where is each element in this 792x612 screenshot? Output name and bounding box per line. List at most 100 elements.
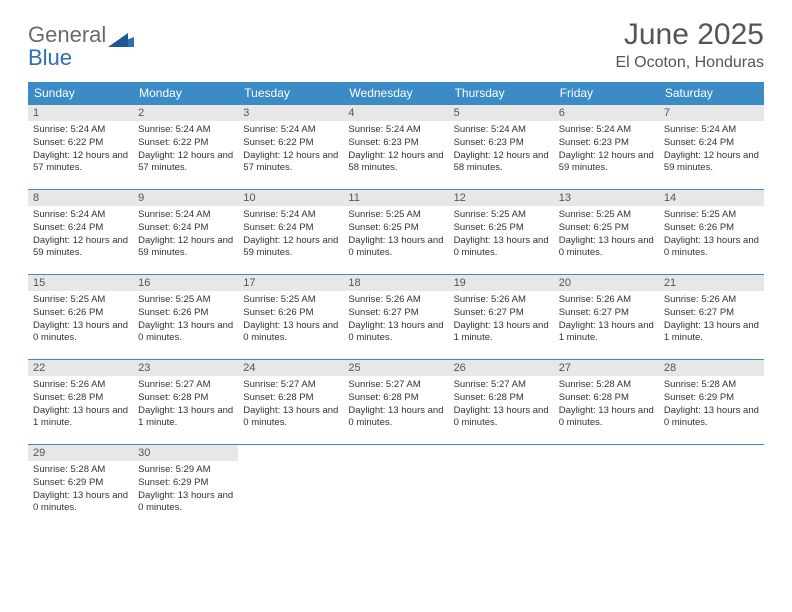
day-cell: 6Sunrise: 5:24 AMSunset: 6:23 PMDaylight… <box>554 105 659 190</box>
day-number: 8 <box>28 190 133 206</box>
day-cell: 22Sunrise: 5:26 AMSunset: 6:28 PMDayligh… <box>28 360 133 445</box>
day-cell: 7Sunrise: 5:24 AMSunset: 6:24 PMDaylight… <box>659 105 764 190</box>
day-body: Sunrise: 5:25 AMSunset: 6:26 PMDaylight:… <box>28 291 133 349</box>
day-cell: 12Sunrise: 5:25 AMSunset: 6:25 PMDayligh… <box>449 190 554 275</box>
day-body: Sunrise: 5:28 AMSunset: 6:28 PMDaylight:… <box>554 376 659 434</box>
week-row: 22Sunrise: 5:26 AMSunset: 6:28 PMDayligh… <box>28 360 764 445</box>
day-body: Sunrise: 5:24 AMSunset: 6:24 PMDaylight:… <box>238 206 343 264</box>
day-number: 12 <box>449 190 554 206</box>
brand-text-2: Blue <box>28 45 72 70</box>
day-body: Sunrise: 5:27 AMSunset: 6:28 PMDaylight:… <box>343 376 448 434</box>
week-row: 8Sunrise: 5:24 AMSunset: 6:24 PMDaylight… <box>28 190 764 275</box>
day-number: 29 <box>28 445 133 461</box>
day-body: Sunrise: 5:26 AMSunset: 6:28 PMDaylight:… <box>28 376 133 434</box>
day-body: Sunrise: 5:27 AMSunset: 6:28 PMDaylight:… <box>238 376 343 434</box>
weekday-header: Sunday <box>28 82 133 105</box>
day-number: 1 <box>28 105 133 121</box>
weekday-header: Friday <box>554 82 659 105</box>
day-number: 24 <box>238 360 343 376</box>
day-body: Sunrise: 5:24 AMSunset: 6:23 PMDaylight:… <box>554 121 659 179</box>
day-number: 26 <box>449 360 554 376</box>
day-number: 5 <box>449 105 554 121</box>
day-cell: 25Sunrise: 5:27 AMSunset: 6:28 PMDayligh… <box>343 360 448 445</box>
day-number: 6 <box>554 105 659 121</box>
day-cell: 20Sunrise: 5:26 AMSunset: 6:27 PMDayligh… <box>554 275 659 360</box>
day-body: Sunrise: 5:27 AMSunset: 6:28 PMDaylight:… <box>449 376 554 434</box>
day-number: 27 <box>554 360 659 376</box>
day-body: Sunrise: 5:24 AMSunset: 6:24 PMDaylight:… <box>28 206 133 264</box>
day-body: Sunrise: 5:24 AMSunset: 6:22 PMDaylight:… <box>133 121 238 179</box>
day-body: Sunrise: 5:28 AMSunset: 6:29 PMDaylight:… <box>28 461 133 519</box>
day-number: 25 <box>343 360 448 376</box>
day-number: 9 <box>133 190 238 206</box>
day-cell: 4Sunrise: 5:24 AMSunset: 6:23 PMDaylight… <box>343 105 448 190</box>
location: El Ocoton, Honduras <box>615 54 764 72</box>
day-cell: 11Sunrise: 5:25 AMSunset: 6:25 PMDayligh… <box>343 190 448 275</box>
day-cell: 28Sunrise: 5:28 AMSunset: 6:29 PMDayligh… <box>659 360 764 445</box>
day-body: Sunrise: 5:26 AMSunset: 6:27 PMDaylight:… <box>659 291 764 349</box>
day-cell: 23Sunrise: 5:27 AMSunset: 6:28 PMDayligh… <box>133 360 238 445</box>
day-body: Sunrise: 5:25 AMSunset: 6:25 PMDaylight:… <box>449 206 554 264</box>
day-body: Sunrise: 5:24 AMSunset: 6:22 PMDaylight:… <box>28 121 133 179</box>
day-number: 3 <box>238 105 343 121</box>
week-row: 1Sunrise: 5:24 AMSunset: 6:22 PMDaylight… <box>28 105 764 190</box>
day-body: Sunrise: 5:25 AMSunset: 6:25 PMDaylight:… <box>343 206 448 264</box>
day-cell: 5Sunrise: 5:24 AMSunset: 6:23 PMDaylight… <box>449 105 554 190</box>
day-number: 22 <box>28 360 133 376</box>
day-cell: 9Sunrise: 5:24 AMSunset: 6:24 PMDaylight… <box>133 190 238 275</box>
day-body: Sunrise: 5:28 AMSunset: 6:29 PMDaylight:… <box>659 376 764 434</box>
day-body: Sunrise: 5:25 AMSunset: 6:26 PMDaylight:… <box>238 291 343 349</box>
day-number: 2 <box>133 105 238 121</box>
day-cell: 21Sunrise: 5:26 AMSunset: 6:27 PMDayligh… <box>659 275 764 360</box>
day-cell: 24Sunrise: 5:27 AMSunset: 6:28 PMDayligh… <box>238 360 343 445</box>
day-cell: 18Sunrise: 5:26 AMSunset: 6:27 PMDayligh… <box>343 275 448 360</box>
day-body: Sunrise: 5:26 AMSunset: 6:27 PMDaylight:… <box>554 291 659 349</box>
day-cell: 26Sunrise: 5:27 AMSunset: 6:28 PMDayligh… <box>449 360 554 445</box>
weekday-header: Thursday <box>449 82 554 105</box>
day-number: 23 <box>133 360 238 376</box>
day-body: Sunrise: 5:26 AMSunset: 6:27 PMDaylight:… <box>343 291 448 349</box>
brand-logo: General Blue <box>28 24 134 70</box>
day-body: Sunrise: 5:26 AMSunset: 6:27 PMDaylight:… <box>449 291 554 349</box>
week-row: 29Sunrise: 5:28 AMSunset: 6:29 PMDayligh… <box>28 445 764 530</box>
day-body: Sunrise: 5:24 AMSunset: 6:24 PMDaylight:… <box>659 121 764 179</box>
day-number: 18 <box>343 275 448 291</box>
title-block: June 2025 El Ocoton, Honduras <box>615 18 764 72</box>
calendar-table: SundayMondayTuesdayWednesdayThursdayFrid… <box>28 82 764 529</box>
weekday-header: Monday <box>133 82 238 105</box>
day-body: Sunrise: 5:29 AMSunset: 6:29 PMDaylight:… <box>133 461 238 519</box>
day-cell: 29Sunrise: 5:28 AMSunset: 6:29 PMDayligh… <box>28 445 133 530</box>
day-number: 7 <box>659 105 764 121</box>
day-cell: 16Sunrise: 5:25 AMSunset: 6:26 PMDayligh… <box>133 275 238 360</box>
day-cell <box>449 445 554 530</box>
month-title: June 2025 <box>615 18 764 52</box>
day-cell: 3Sunrise: 5:24 AMSunset: 6:22 PMDaylight… <box>238 105 343 190</box>
day-cell <box>659 445 764 530</box>
header: General Blue June 2025 El Ocoton, Hondur… <box>28 18 764 72</box>
day-body: Sunrise: 5:24 AMSunset: 6:24 PMDaylight:… <box>133 206 238 264</box>
day-number: 11 <box>343 190 448 206</box>
day-number: 16 <box>133 275 238 291</box>
day-number: 21 <box>659 275 764 291</box>
day-cell: 10Sunrise: 5:24 AMSunset: 6:24 PMDayligh… <box>238 190 343 275</box>
flag-icon <box>108 29 134 52</box>
day-number: 10 <box>238 190 343 206</box>
day-cell: 30Sunrise: 5:29 AMSunset: 6:29 PMDayligh… <box>133 445 238 530</box>
week-row: 15Sunrise: 5:25 AMSunset: 6:26 PMDayligh… <box>28 275 764 360</box>
day-body: Sunrise: 5:24 AMSunset: 6:23 PMDaylight:… <box>343 121 448 179</box>
day-body: Sunrise: 5:25 AMSunset: 6:26 PMDaylight:… <box>133 291 238 349</box>
day-cell: 14Sunrise: 5:25 AMSunset: 6:26 PMDayligh… <box>659 190 764 275</box>
day-cell <box>238 445 343 530</box>
day-number: 19 <box>449 275 554 291</box>
day-body: Sunrise: 5:25 AMSunset: 6:26 PMDaylight:… <box>659 206 764 264</box>
day-body: Sunrise: 5:27 AMSunset: 6:28 PMDaylight:… <box>133 376 238 434</box>
day-cell: 15Sunrise: 5:25 AMSunset: 6:26 PMDayligh… <box>28 275 133 360</box>
calendar-page: General Blue June 2025 El Ocoton, Hondur… <box>0 0 792 547</box>
day-cell: 27Sunrise: 5:28 AMSunset: 6:28 PMDayligh… <box>554 360 659 445</box>
day-number: 20 <box>554 275 659 291</box>
weekday-header: Tuesday <box>238 82 343 105</box>
day-cell: 13Sunrise: 5:25 AMSunset: 6:25 PMDayligh… <box>554 190 659 275</box>
weekday-header-row: SundayMondayTuesdayWednesdayThursdayFrid… <box>28 82 764 105</box>
day-cell: 19Sunrise: 5:26 AMSunset: 6:27 PMDayligh… <box>449 275 554 360</box>
day-cell: 17Sunrise: 5:25 AMSunset: 6:26 PMDayligh… <box>238 275 343 360</box>
